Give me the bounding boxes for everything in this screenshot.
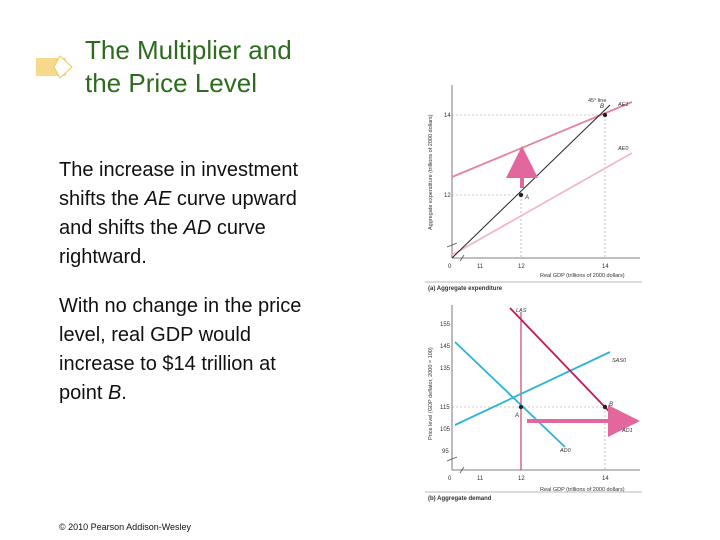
ad-point-a (518, 404, 524, 410)
ae-panel: Aggregate expenditure (trillions of 2000… (425, 85, 642, 292)
text-run: and shifts the (59, 217, 184, 239)
ae-italic: AE (144, 188, 172, 210)
ae-x-tick-12: 12 (518, 264, 525, 270)
ad-x-tick-0: 0 (448, 476, 452, 482)
ad-x-tick-11: 11 (477, 476, 484, 482)
ae-point-b (602, 112, 608, 118)
line-45-label: 45° line (588, 98, 606, 104)
text-run: shifts the (59, 188, 145, 210)
ad-y-axis-label: Price level (GDP deflator, 2000 = 100) (428, 347, 434, 440)
ad-y-tick-145: 145 (440, 344, 451, 350)
ad-point-a-label: A (514, 413, 519, 419)
ae-point-a-label: A (524, 195, 529, 201)
ae-caption: (a) Aggregate expenditure (428, 286, 503, 292)
ae0-label: AE0 (617, 146, 629, 152)
title-line-2: the Price Level (85, 68, 257, 98)
ae0-curve (451, 152, 633, 256)
ad-y-axis-break (446, 456, 458, 462)
sas0-label: SAS0 (612, 358, 627, 364)
ad-x-tick-14: 14 (602, 476, 609, 482)
ad-x-axis-label: Real GDP (trillions of 2000 dollars) (540, 487, 625, 493)
ae-x-tick-11: 11 (477, 264, 484, 270)
ad-x-tick-12: 12 (518, 476, 525, 482)
copyright: © 2010 Pearson Addison-Wesley (59, 522, 192, 532)
ae-x-axis-break (459, 254, 465, 262)
ae-x-axis-label: Real GDP (trillions of 2000 dollars) (540, 273, 625, 279)
ae-x-tick-14: 14 (602, 264, 609, 270)
ad-point-b-label: B (609, 402, 613, 408)
text-run: . (121, 382, 127, 404)
sas0-curve (454, 351, 611, 426)
line-45-degree (451, 104, 611, 259)
ae-y-tick-14: 14 (444, 113, 451, 119)
paragraph-investment: The increase in investment shifts the AE… (59, 156, 359, 272)
ad-italic: AD (183, 217, 212, 239)
ad-y-tick-135: 135 (440, 366, 451, 372)
text-run: With no change in the price (59, 295, 302, 317)
text-run: increase to $14 trillion at (59, 353, 276, 375)
title-decoration-icon (36, 55, 73, 79)
ad0-label: AD0 (559, 448, 572, 454)
text-run: rightward. (59, 246, 147, 268)
ae-origin-label: 0 (448, 264, 452, 270)
ad-y-tick-155: 155 (440, 322, 451, 328)
ad-caption: (b) Aggregate demand (428, 496, 492, 502)
ad0-curve (454, 341, 566, 448)
ad-x-axis-break (459, 466, 465, 474)
ad-panel: Price level (GDP deflator, 2000 = 100) 1… (425, 305, 642, 502)
ae-y-tick-12: 12 (444, 193, 451, 199)
paragraph-price-level: With no change in the price level, real … (59, 292, 359, 408)
economics-figure: Aggregate expenditure (trillions of 2000… (425, 85, 642, 502)
text-run: curve (211, 217, 266, 239)
text-run: The increase in investment (59, 159, 299, 181)
ae-y-axis-break (446, 242, 458, 248)
ad-point-b (602, 404, 608, 410)
text-run: point (59, 382, 108, 404)
ae-point-b-label: B (600, 104, 604, 110)
ae-point-a (518, 192, 524, 198)
slide-title: The Multiplier and the Price Level (85, 34, 385, 100)
ae1-curve (451, 101, 633, 178)
ae1-label: AE1 (617, 102, 628, 108)
ad-y-tick-105: 105 (440, 427, 451, 433)
ad1-label: AD1 (621, 428, 633, 434)
text-run: level, real GDP would (59, 324, 251, 346)
text-run: curve upward (171, 188, 297, 210)
ad-y-tick-95: 95 (442, 449, 449, 455)
las-label: LAS (516, 308, 527, 314)
title-line-1: The Multiplier and (85, 35, 292, 65)
point-b-italic: B (107, 382, 122, 404)
ae-y-axis-label: Aggregate expenditure (trillions of 2000… (428, 114, 434, 230)
ad-y-tick-115: 115 (440, 405, 450, 411)
